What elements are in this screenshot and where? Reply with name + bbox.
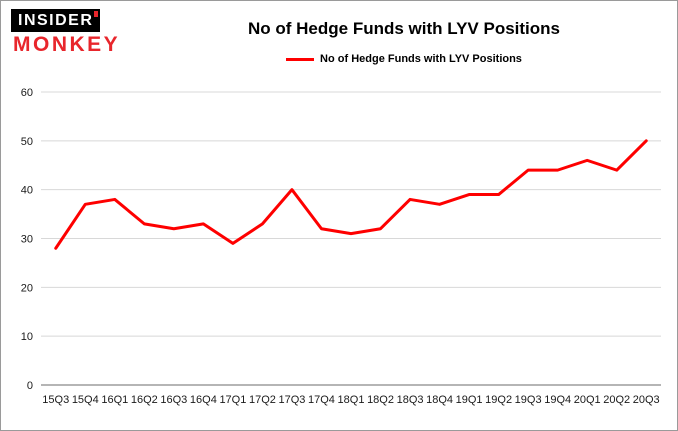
legend-label: No of Hedge Funds with LYV Positions xyxy=(320,53,522,65)
x-axis-tick-label: 17Q2 xyxy=(249,394,276,406)
chart-legend: No of Hedge Funds with LYV Positions xyxy=(286,53,522,65)
y-axis-tick-label: 30 xyxy=(21,234,33,246)
series-line-lyv xyxy=(54,139,648,250)
x-axis-tick-label: 16Q2 xyxy=(131,394,158,406)
x-axis-tick-label: 20Q3 xyxy=(633,394,660,406)
legend-line-swatch xyxy=(286,57,315,61)
x-axis-tick-label: 17Q4 xyxy=(308,394,335,406)
logo-insider-label: INSIDER xyxy=(18,12,94,29)
logo-accent-mark xyxy=(94,11,99,17)
y-axis-tick-label: 0 xyxy=(27,380,33,392)
x-axis-tick-label: 18Q2 xyxy=(367,394,394,406)
x-axis-tick-label: 16Q4 xyxy=(190,394,217,406)
logo-insider-text: INSIDER xyxy=(11,9,101,32)
page-title: No of Hedge Funds with LYV Positions xyxy=(248,19,560,38)
y-axis-tick-label: 10 xyxy=(21,331,33,343)
x-axis-tick-label: 19Q4 xyxy=(544,394,571,406)
x-axis-tick-label: 20Q2 xyxy=(603,394,630,406)
logo-monkey-text: MONKEY xyxy=(13,33,121,56)
x-axis-tick-label: 15Q4 xyxy=(72,394,99,406)
x-axis-tick-label: 15Q3 xyxy=(42,394,69,406)
y-axis-tick-label: 50 xyxy=(21,136,33,148)
x-axis-tick-label: 16Q3 xyxy=(160,394,187,406)
x-axis-tick-label: 18Q3 xyxy=(397,394,424,406)
x-axis-tick-label: 16Q1 xyxy=(101,394,128,406)
y-axis-tick-label: 20 xyxy=(21,282,33,294)
x-axis-tick-label: 17Q1 xyxy=(219,394,246,406)
chart-header: INSIDER MONKEY No of Hedge Funds with LY… xyxy=(1,1,677,87)
x-axis-tick-label: 17Q3 xyxy=(278,394,305,406)
x-axis-tick-label: 19Q2 xyxy=(485,394,512,406)
x-axis-tick-label: 20Q1 xyxy=(574,394,601,406)
title-block: No of Hedge Funds with LYV Positions No … xyxy=(141,9,667,65)
x-axis-tick-label: 18Q1 xyxy=(338,394,365,406)
y-axis-tick-label: 60 xyxy=(21,87,33,99)
x-axis-tick-label: 19Q1 xyxy=(456,394,483,406)
x-axis-tick-label: 19Q3 xyxy=(515,394,542,406)
x-axis-tick-label: 18Q4 xyxy=(426,394,453,406)
y-axis-tick-label: 40 xyxy=(21,185,33,197)
insider-monkey-logo: INSIDER MONKEY xyxy=(11,9,141,57)
